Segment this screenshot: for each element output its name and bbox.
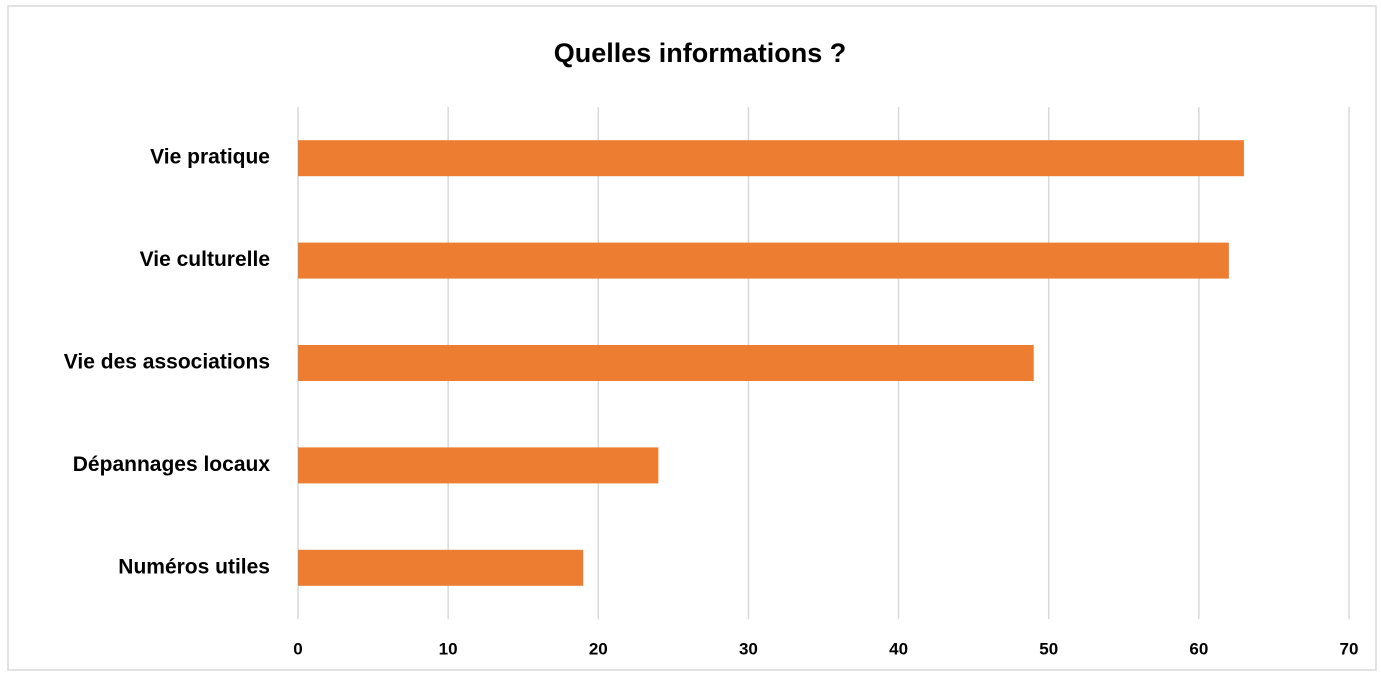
y-tick-label: Dépannages locaux: [73, 453, 271, 476]
y-tick-label: Numéros utiles: [118, 555, 270, 578]
x-tick-label: 60: [1189, 639, 1208, 658]
bar: [298, 345, 1034, 381]
x-tick-label: 0: [293, 639, 302, 658]
bar: [298, 242, 1229, 279]
bar: [298, 549, 584, 586]
x-tick-label: 20: [589, 639, 608, 658]
x-tick-label: 70: [1340, 639, 1359, 658]
x-tick-label: 30: [739, 639, 758, 658]
x-tick-label: 40: [889, 639, 908, 658]
y-tick-label: Vie des associations: [64, 351, 270, 374]
y-tick-label: Vie pratique: [150, 146, 270, 169]
bar: [298, 447, 659, 484]
chart-title: Quelles informations ?: [554, 38, 847, 68]
x-tick-label: 50: [1039, 639, 1058, 658]
bar: [298, 140, 1244, 177]
chart-frame: [7, 5, 1377, 671]
x-tick-label: 10: [439, 639, 458, 658]
y-tick-label: Vie culturelle: [140, 248, 270, 271]
